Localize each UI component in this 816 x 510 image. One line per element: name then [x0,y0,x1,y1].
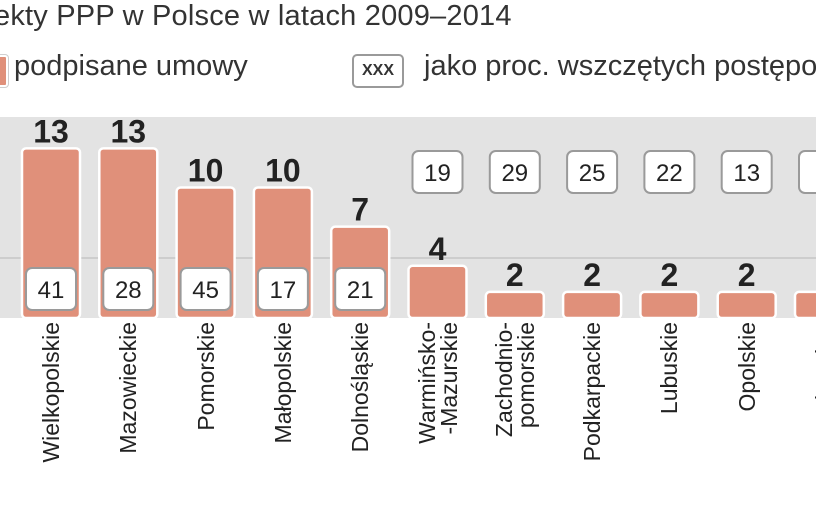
bar [407,264,468,320]
category-label: Lubuskie [656,322,683,415]
bar-value-label: 13 [33,113,69,149]
bar [484,290,546,320]
percent-box [102,267,155,311]
percent-box [411,150,464,194]
category-label: Podkarpackie [579,322,606,462]
bar [639,290,700,320]
legend-box-label: jako proc. wszczętych postępo [424,50,816,82]
bar-value-label: 4 [429,231,447,267]
percent-box [720,150,773,194]
category-label: Wielkopolskie [38,322,64,463]
legend-bar-swatch [0,55,8,87]
bar [561,290,623,320]
percent-box [334,267,387,311]
percent-label: 28 [115,277,142,304]
percent-box [643,150,696,194]
category-label: Dolnośląskie [347,322,374,453]
percent-label: 22 [656,160,683,187]
category-label: Małopolskie [269,322,296,444]
percent-box [798,150,816,194]
category-label: Zachodnio- pomorskie [490,322,539,438]
percent-label: 17 [270,277,297,304]
category-label: Mazowieckie [115,322,142,454]
category-label: Opolskie [733,322,760,412]
category-label: Pomorskie [192,322,219,431]
percent-label: 29 [501,160,528,187]
chart-title: ekty PPP w Polsce w latach 2009–2014 [0,0,512,32]
percent-label: 25 [579,160,606,187]
percent-label: 45 [192,277,219,304]
percent-label: 13 [733,160,760,187]
bar [793,290,816,320]
bar-value-label: 2 [506,257,524,293]
percent-label: 41 [38,277,65,304]
percent-label: 19 [424,160,451,187]
bar-value-label: 2 [738,257,756,293]
bar-value-label: 2 [661,257,679,293]
legend-bar-label: podpisane umowy [14,50,248,82]
percent-box [566,150,619,194]
bar-value-label: 7 [351,192,369,228]
bar-value-label: 10 [265,153,301,189]
category-label: Warmińsko- -Mazurskie [413,322,462,444]
bar [716,290,777,320]
percent-label: 21 [347,277,374,304]
bar-value-label: 10 [188,153,224,189]
percent-box [488,150,541,194]
bar-value-label: 2 [583,257,601,293]
percent-box [256,267,309,311]
percent-box [25,267,77,311]
percent-box [179,267,232,311]
bar-value-label: 13 [111,113,147,149]
legend-box-sample: XXX [352,54,404,88]
